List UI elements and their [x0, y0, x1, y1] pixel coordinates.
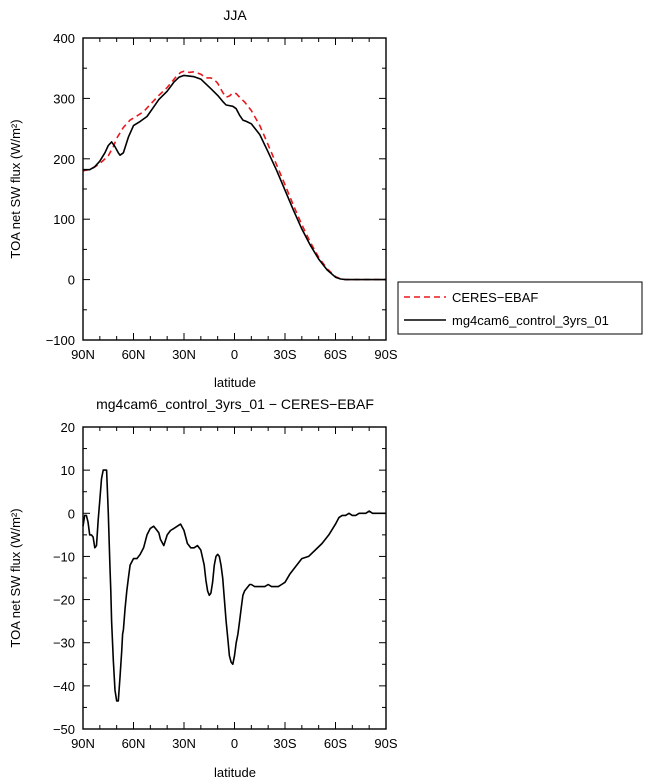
bottom-plot-frame: [82, 426, 387, 730]
legend-label-ceres-ebaf: CERES−EBAF: [452, 290, 538, 305]
top-chart-title: JJA: [223, 7, 247, 23]
bottom-x-tick-label: 60N: [122, 736, 146, 751]
bottom-y-tick-label: −30: [53, 636, 75, 651]
bottom-series-line-0: [82, 469, 386, 702]
top-y-tick-label: 100: [53, 212, 75, 227]
top-x-axis-label: latitude: [214, 375, 256, 390]
top-series-line-0: [82, 70, 386, 281]
bottom-panel: mg4cam6_control_3yrs_01 − CERES−EBAF 90N…: [8, 396, 398, 780]
top-x-tick-label: 30S: [273, 347, 296, 362]
bottom-axes: 90N 60N 30N 0 30S 60S 90S −50 −40 −30 −20 −10 0 10 20: [53, 420, 398, 751]
bottom-y-tick-label: −20: [53, 593, 75, 608]
top-plot-frame: [82, 37, 387, 341]
bottom-x-tick-label: 0: [231, 736, 238, 751]
bottom-x-axis-label: latitude: [214, 765, 256, 780]
top-y-tick-label: 0: [68, 273, 75, 288]
bottom-y-tick-label: −10: [53, 549, 75, 564]
bottom-y-axis-label: TOA net SW flux (W/m²): [8, 508, 23, 647]
bottom-chart-title: mg4cam6_control_3yrs_01 − CERES−EBAF: [96, 396, 374, 412]
top-y-tick-label: 400: [53, 31, 75, 46]
top-x-tick-label: 0: [231, 347, 238, 362]
top-x-tick-label: 60N: [122, 347, 146, 362]
top-panel: JJA 90N 60N 30N 0 30S 60S 90S −100 0 100 200 300 400…: [8, 7, 398, 390]
top-y-axis-label: TOA net SW flux (W/m²): [8, 119, 23, 258]
bottom-x-tick-label: 30N: [172, 736, 196, 751]
bottom-x-tick-label: 60S: [324, 736, 347, 751]
bottom-x-tick-label: 30S: [273, 736, 296, 751]
bottom-y-tick-label: 20: [61, 420, 75, 435]
top-x-tick-label: 60S: [324, 347, 347, 362]
top-y-tick-label: 200: [53, 152, 75, 167]
bottom-y-tick-label: −50: [53, 722, 75, 737]
top-series-group: [82, 70, 386, 281]
top-series-line-1: [83, 74, 386, 281]
top-y-tick-label: 300: [53, 91, 75, 106]
bottom-y-tick-label: −40: [53, 679, 75, 694]
legend: CERES−EBAF mg4cam6_control_3yrs_01: [397, 281, 643, 335]
top-x-tick-label: 90S: [374, 347, 397, 362]
bottom-x-tick-label: 90N: [71, 736, 95, 751]
top-x-tick-label: 30N: [172, 347, 196, 362]
bottom-y-tick-label: 0: [68, 506, 75, 521]
bottom-x-tick-label: 90S: [374, 736, 397, 751]
top-x-tick-label: 90N: [71, 347, 95, 362]
legend-label-model: mg4cam6_control_3yrs_01: [452, 313, 609, 328]
top-y-tick-label: −100: [46, 333, 75, 348]
bottom-y-tick-label: 10: [61, 463, 75, 478]
bottom-series-group: [82, 469, 386, 702]
top-axes: 90N 60N 30N 0 30S 60S 90S −100 0 100 200 300 400: [46, 31, 398, 362]
legend-box: [397, 281, 643, 335]
